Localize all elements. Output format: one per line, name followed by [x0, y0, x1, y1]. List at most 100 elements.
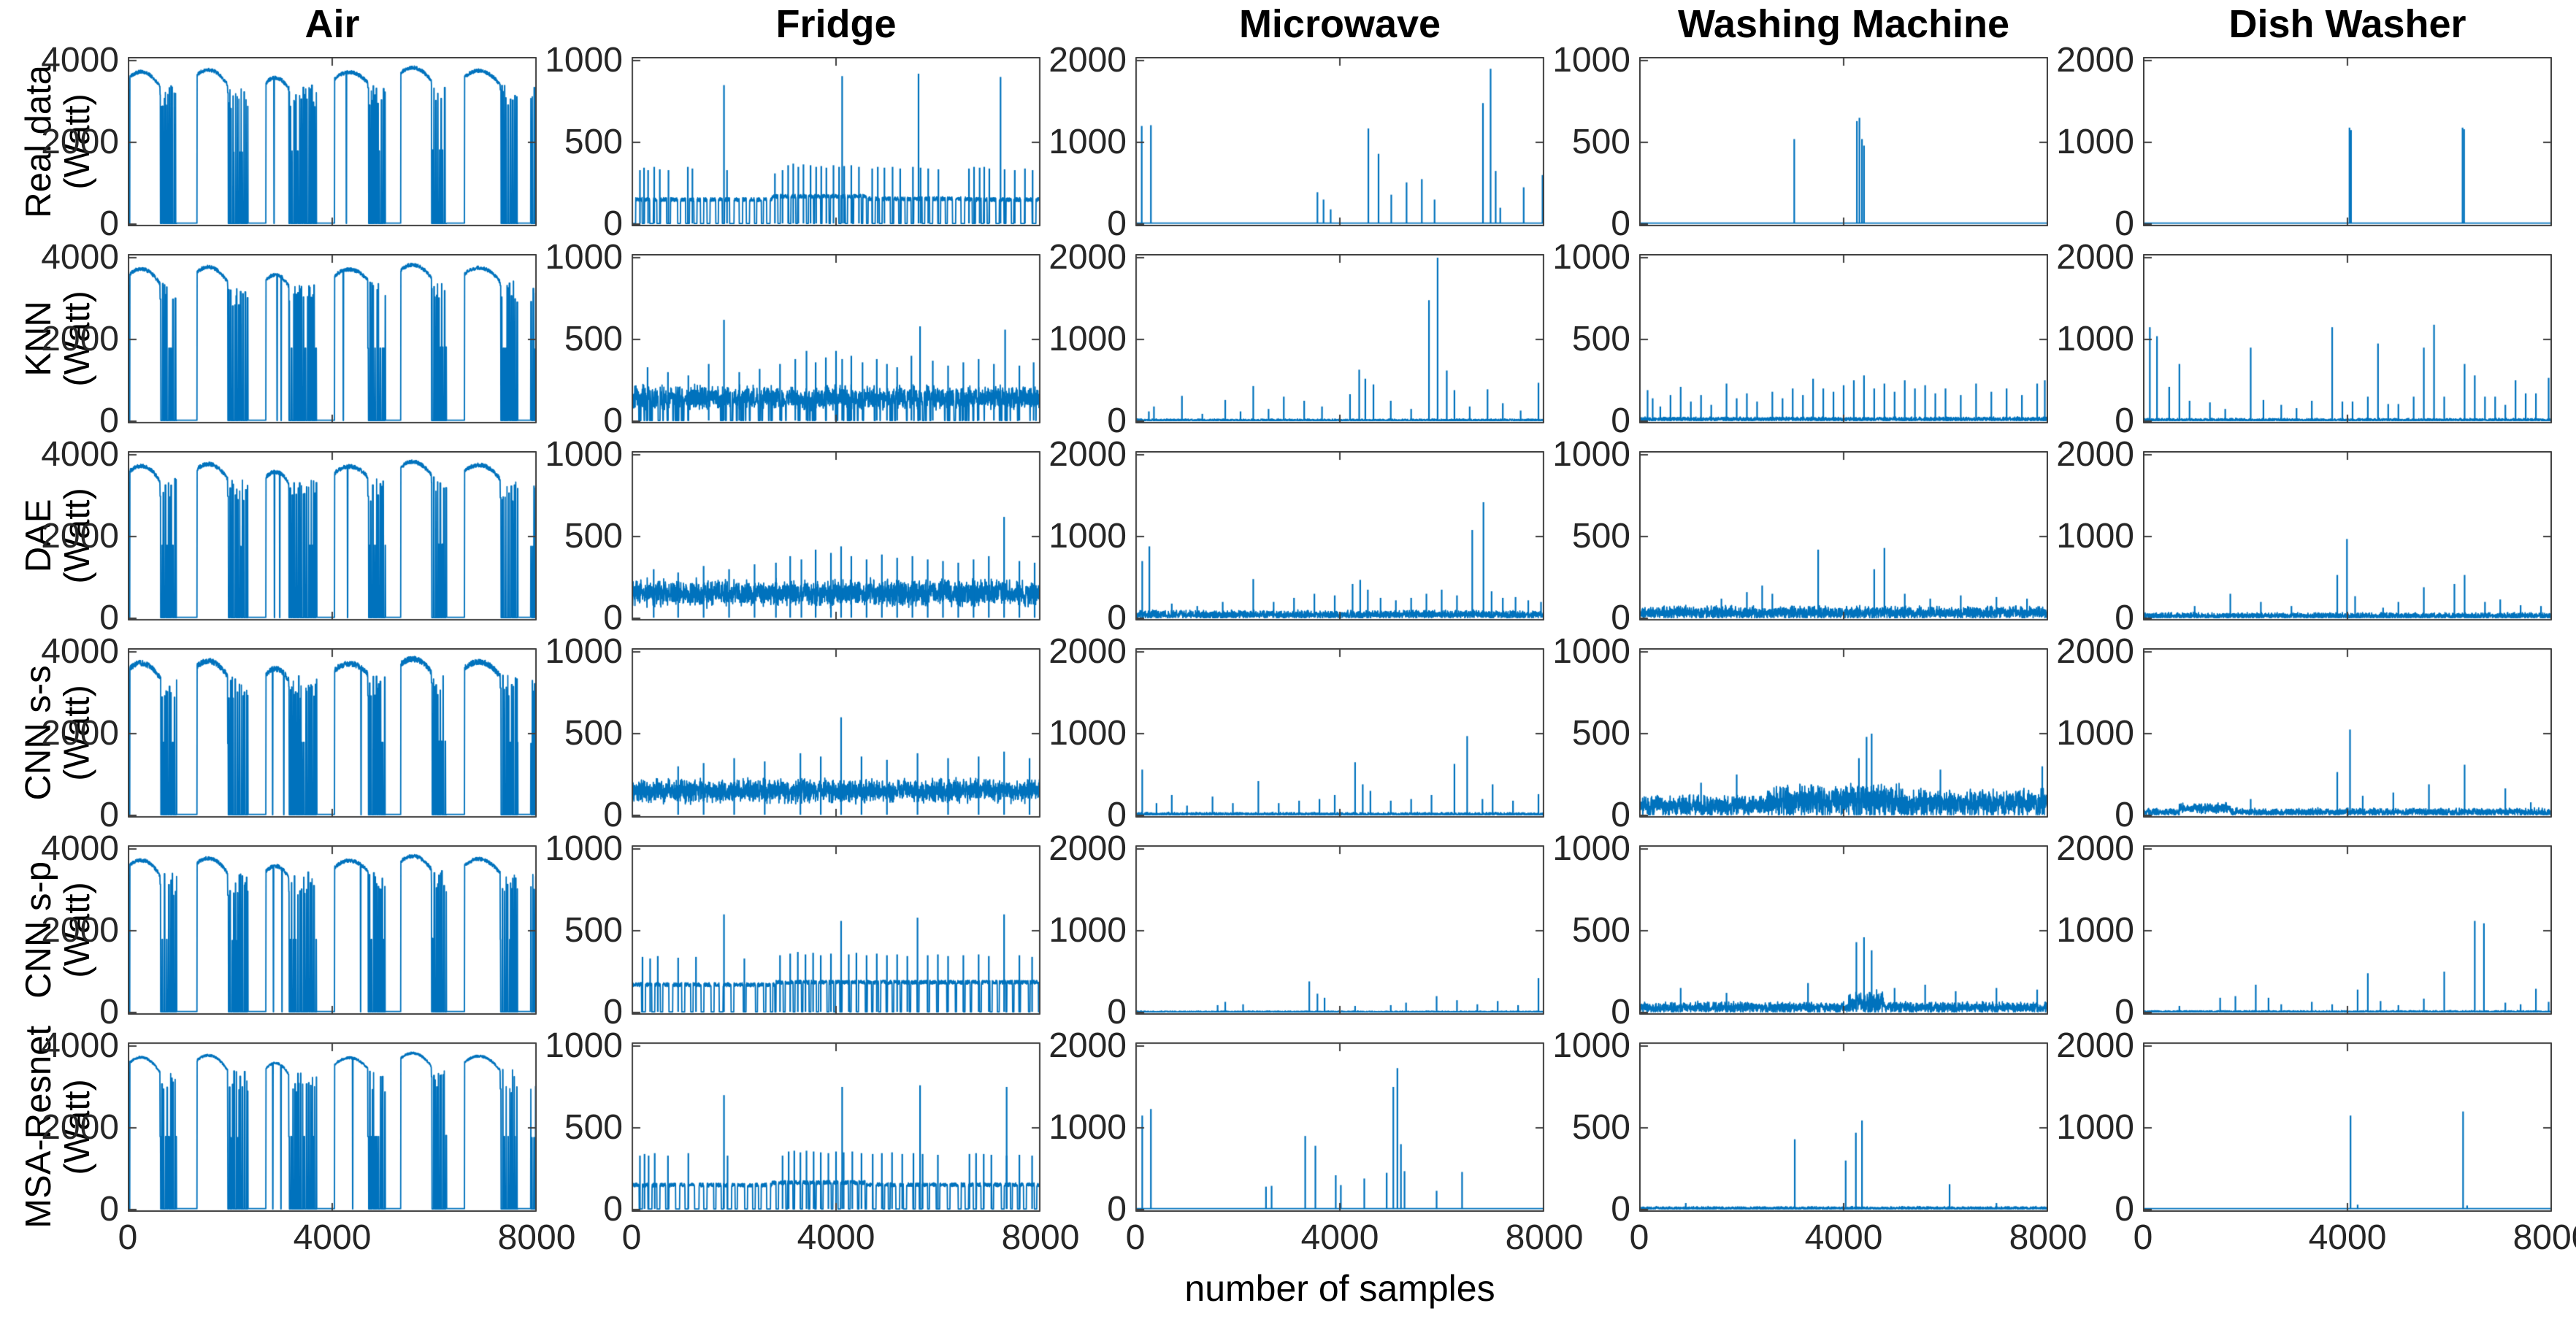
- y-tick-label: 1000: [1049, 1108, 1127, 1147]
- subplot-msa-resnet-microwave: [1135, 1042, 1544, 1212]
- y-tick-label: 1000: [1049, 911, 1127, 950]
- subplot-real-data-microwave: [1135, 57, 1544, 226]
- y-tick-label: 2000: [2056, 41, 2134, 80]
- subplot-canvas: [2143, 254, 2552, 423]
- y-tick-label: 1000: [2056, 911, 2134, 950]
- y-tick-label: 0: [99, 1190, 119, 1229]
- subplot-cnn-s-p-air: [128, 845, 537, 1015]
- y-tick-label: 2000: [41, 1108, 119, 1147]
- subplot-canvas: [2143, 57, 2552, 226]
- y-tick-label: 0: [1611, 599, 1630, 637]
- y-tick-label: 2000: [41, 517, 119, 556]
- y-tick-label: 4000: [41, 41, 119, 80]
- subplot-canvas: [632, 845, 1040, 1015]
- y-tick-label: 0: [1611, 1190, 1630, 1229]
- y-tick-label: 1000: [545, 238, 623, 277]
- x-tick-label: 0: [118, 1218, 138, 1257]
- subplot-canvas: [632, 1042, 1040, 1212]
- x-tick-label: 4000: [293, 1218, 372, 1257]
- subplot-cnn-s-s-dish-washer: [2143, 648, 2552, 818]
- y-tick-label: 0: [1611, 401, 1630, 440]
- y-tick-label: 1000: [545, 41, 623, 80]
- y-tick-label: 4000: [41, 435, 119, 474]
- y-tick-label: 2000: [41, 911, 119, 950]
- subplot-real-data-air: [128, 57, 537, 226]
- subplot-msa-resnet-air: [128, 1042, 537, 1212]
- y-tick-label: 2000: [2056, 238, 2134, 277]
- y-tick-label: 0: [2115, 204, 2134, 243]
- y-tick-label: 1000: [2056, 320, 2134, 358]
- subplot-canvas: [128, 254, 537, 423]
- y-tick-label: 2000: [41, 714, 119, 753]
- y-tick-label: 0: [603, 599, 623, 637]
- x-tick-label: 8000: [2009, 1218, 2088, 1257]
- y-tick-label: 500: [1571, 320, 1630, 358]
- y-tick-label: 0: [99, 401, 119, 440]
- subplot-knn-air: [128, 254, 537, 423]
- subplot-cnn-s-p-dish-washer: [2143, 845, 2552, 1015]
- y-tick-label: 1000: [1552, 435, 1630, 474]
- y-tick-label: 1000: [545, 1026, 623, 1065]
- y-tick-label: 2000: [1049, 632, 1127, 671]
- subplot-canvas: [1639, 254, 2048, 423]
- y-tick-label: 2000: [2056, 829, 2134, 868]
- subplot-canvas: [2143, 1042, 2552, 1212]
- y-tick-label: 0: [603, 204, 623, 243]
- x-tick-label: 0: [2133, 1218, 2153, 1257]
- y-tick-label: 2000: [1049, 829, 1127, 868]
- y-tick-label: 0: [2115, 796, 2134, 834]
- subplot-canvas: [1135, 254, 1544, 423]
- y-tick-label: 1000: [1552, 632, 1630, 671]
- y-tick-label: 0: [99, 204, 119, 243]
- x-tick-label: 8000: [1001, 1218, 1080, 1257]
- y-tick-label: 4000: [41, 632, 119, 671]
- subplot-cnn-s-s-air: [128, 648, 537, 818]
- y-tick-label: 0: [1107, 401, 1127, 440]
- y-tick-label: 2000: [1049, 41, 1127, 80]
- subplot-canvas: [1135, 845, 1544, 1015]
- column-title: Air: [304, 2, 360, 46]
- y-tick-label: 500: [1571, 911, 1630, 950]
- y-tick-label: 1000: [1552, 238, 1630, 277]
- subplot-knn-fridge: [632, 254, 1040, 423]
- y-tick-label: 4000: [41, 829, 119, 868]
- subplot-dae-air: [128, 451, 537, 620]
- y-tick-label: 1000: [1049, 517, 1127, 556]
- y-tick-label: 0: [1611, 796, 1630, 834]
- subplot-canvas: [128, 57, 537, 226]
- subplot-dae-fridge: [632, 451, 1040, 620]
- y-tick-label: 0: [99, 796, 119, 834]
- y-tick-label: 1000: [2056, 714, 2134, 753]
- y-tick-label: 1000: [545, 435, 623, 474]
- x-tick-label: 0: [1125, 1218, 1146, 1257]
- subplot-canvas: [632, 648, 1040, 818]
- subplot-canvas: [632, 254, 1040, 423]
- subplot-dae-dish-washer: [2143, 451, 2552, 620]
- y-tick-label: 500: [564, 1108, 623, 1147]
- subplot-real-data-fridge: [632, 57, 1040, 226]
- y-tick-label: 2000: [2056, 632, 2134, 671]
- subplot-canvas: [2143, 845, 2552, 1015]
- y-tick-label: 500: [564, 320, 623, 358]
- y-tick-label: 500: [564, 714, 623, 753]
- subplot-canvas: [1135, 648, 1544, 818]
- subplot-canvas: [1639, 451, 2048, 620]
- y-tick-label: 1000: [2056, 517, 2134, 556]
- y-tick-label: 1000: [1049, 714, 1127, 753]
- y-tick-label: 4000: [41, 1026, 119, 1065]
- y-tick-label: 1000: [545, 829, 623, 868]
- x-tick-label: 0: [621, 1218, 642, 1257]
- y-tick-label: 500: [564, 517, 623, 556]
- y-tick-label: 2000: [1049, 435, 1127, 474]
- x-tick-label: 4000: [1804, 1218, 1883, 1257]
- y-tick-label: 2000: [1049, 238, 1127, 277]
- x-tick-label: 8000: [497, 1218, 576, 1257]
- y-tick-label: 1000: [1552, 829, 1630, 868]
- subplot-dae-washing-machine: [1639, 451, 2048, 620]
- x-tick-label: 4000: [797, 1218, 875, 1257]
- y-tick-label: 1000: [1552, 41, 1630, 80]
- y-tick-label: 0: [1107, 204, 1127, 243]
- subplot-canvas: [1639, 57, 2048, 226]
- y-tick-label: 500: [564, 911, 623, 950]
